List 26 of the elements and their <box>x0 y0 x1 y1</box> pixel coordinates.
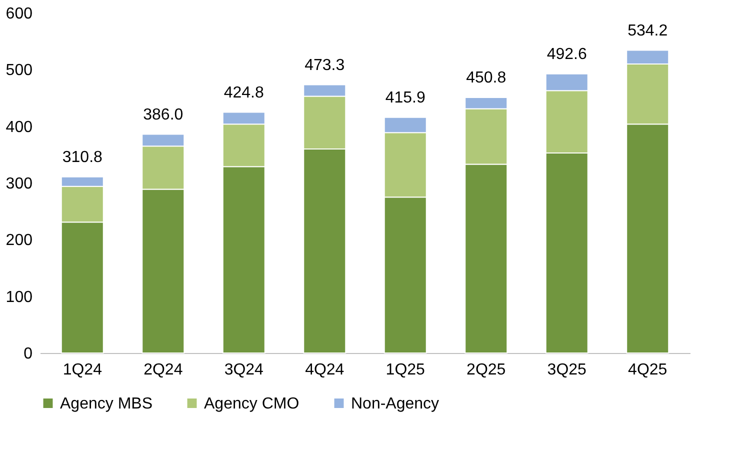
total-label: 415.9 <box>385 89 426 106</box>
y-tick-label: 400 <box>6 118 33 136</box>
y-tick-label: 100 <box>6 288 33 306</box>
x-tick-label: 1Q25 <box>386 362 426 378</box>
x-tick-label: 1Q24 <box>62 362 102 378</box>
legend-label: Agency MBS <box>60 395 152 412</box>
y-tick-label: 500 <box>6 62 33 80</box>
y-tick-label: 0 <box>24 346 33 362</box>
total-label: 386.0 <box>143 106 184 124</box>
x-tick-label: 3Q24 <box>224 362 264 378</box>
y-tick-label: 300 <box>6 176 33 192</box>
total-label: 310.8 <box>62 148 103 166</box>
legend-label: Non-Agency <box>351 395 440 412</box>
total-label: 492.6 <box>546 46 587 63</box>
x-tick-label: 3Q25 <box>547 362 587 378</box>
y-tick-label: 200 <box>6 232 33 250</box>
total-label: 450.8 <box>466 70 506 87</box>
y-tick-label: 600 <box>6 6 33 22</box>
total-label: 473.3 <box>304 56 345 74</box>
x-tick-label: 2Q24 <box>144 362 183 378</box>
legend-label: Agency CMO <box>204 395 300 412</box>
x-tick-label: 4Q25 <box>628 362 668 378</box>
x-tick-label: 4Q24 <box>305 362 344 378</box>
total-label: 534.2 <box>628 22 668 40</box>
total-label: 424.8 <box>224 84 264 102</box>
x-tick-label: 2Q25 <box>466 362 506 378</box>
